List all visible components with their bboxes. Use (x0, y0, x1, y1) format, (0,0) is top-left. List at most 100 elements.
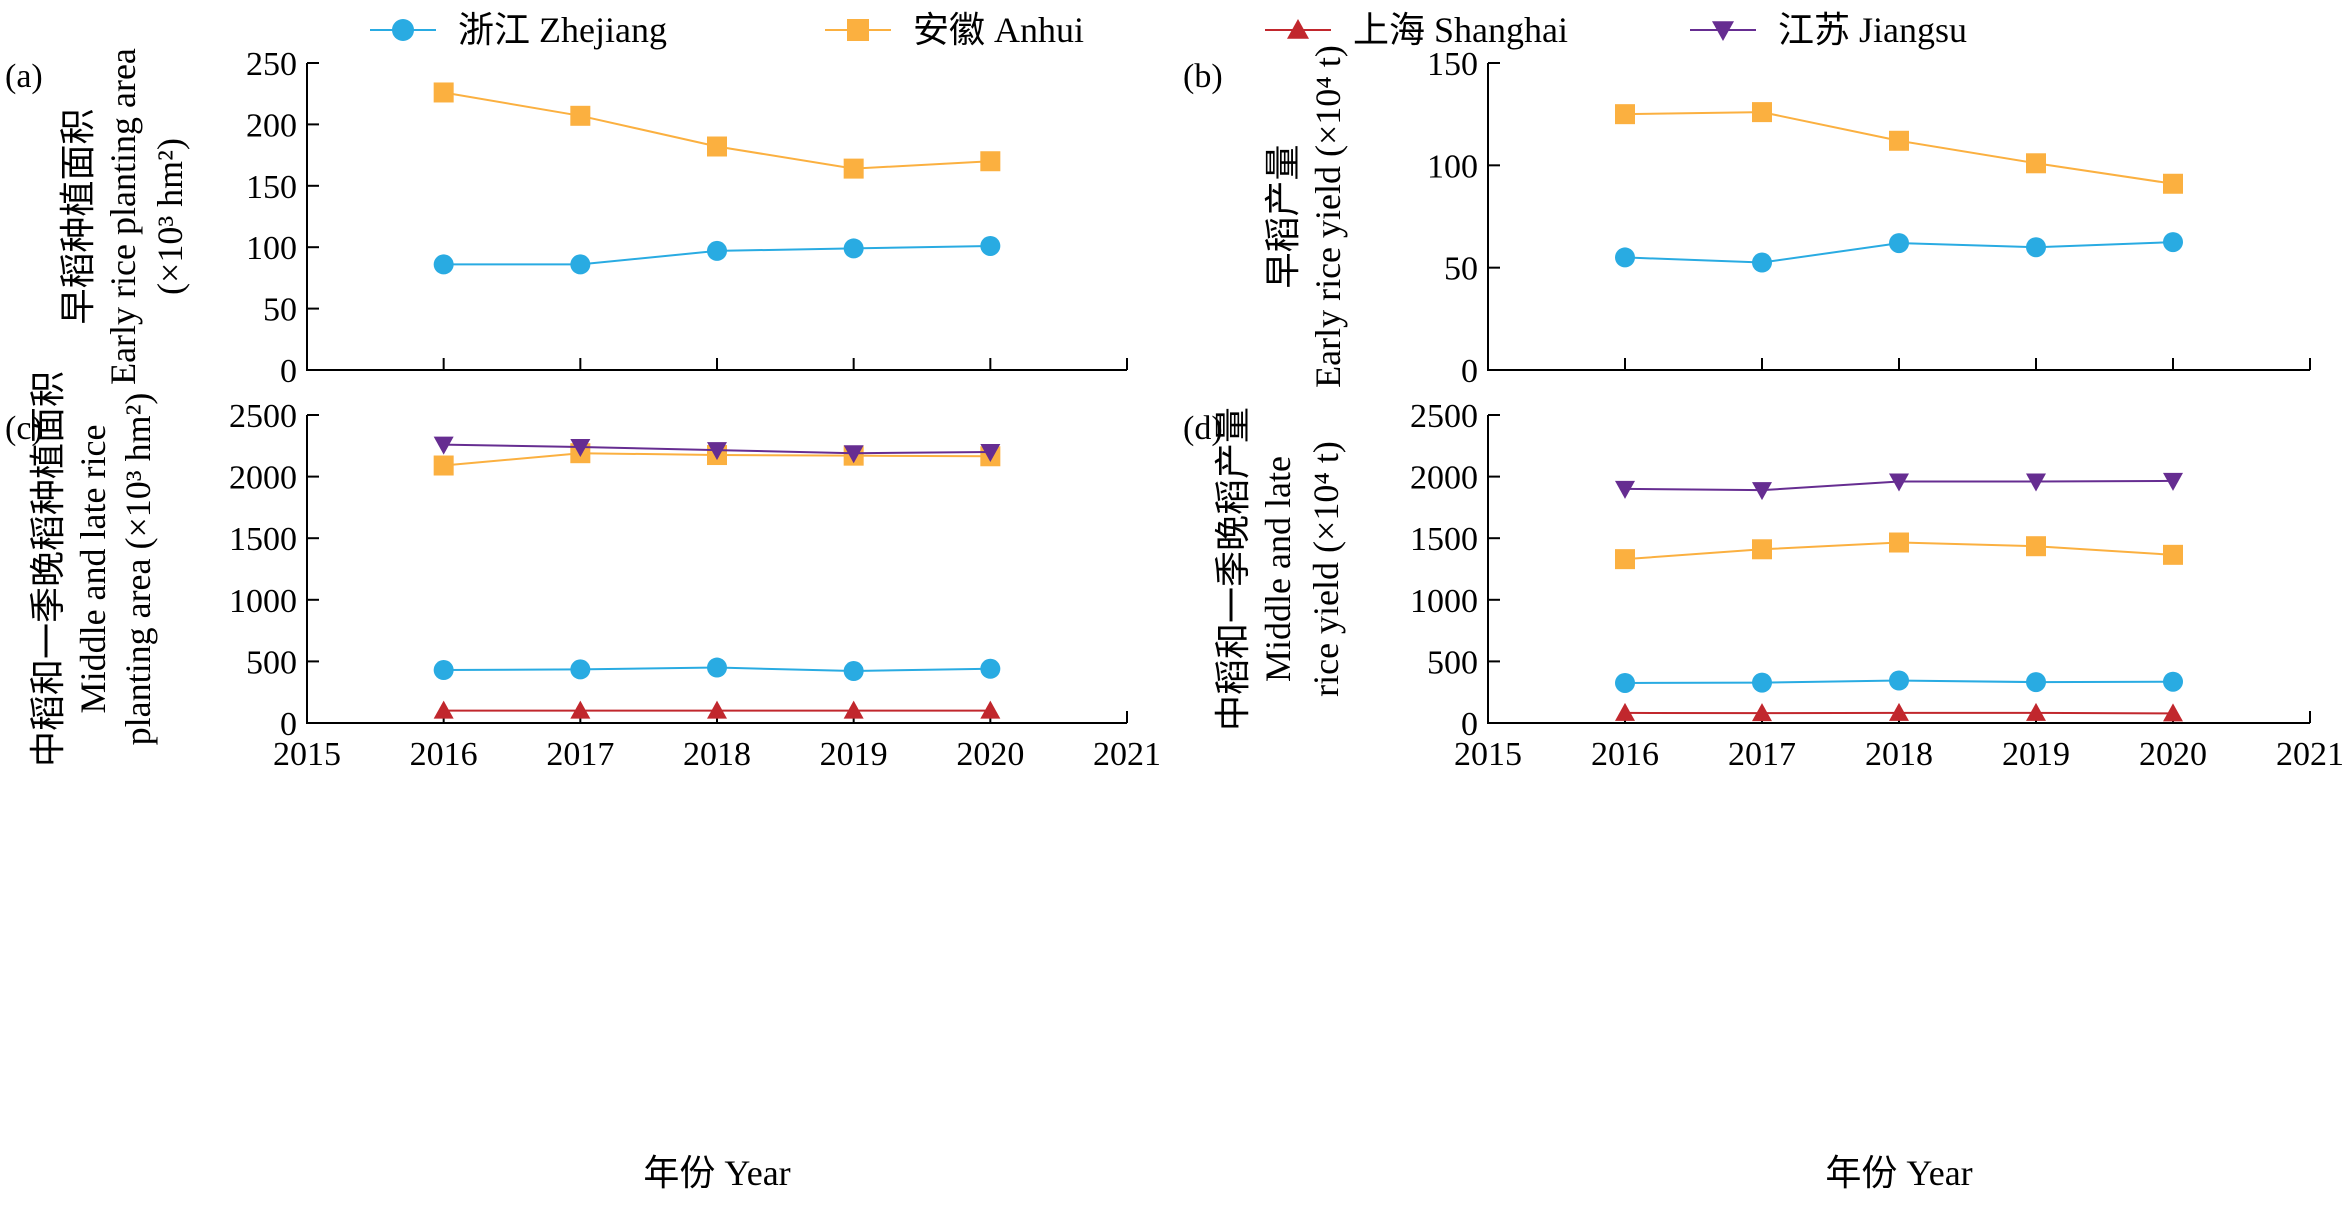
panel-d-xtick-label-2021: 2021 (2276, 736, 2342, 773)
panel-a-point-zhejiang-2020 (980, 235, 1001, 256)
panel-b-point-zhejiang-2020 (2163, 232, 2183, 253)
panel-d-point-anhui-2016 (1615, 549, 1635, 570)
panel-d-ytick-label-1500: 1500 (1410, 521, 1478, 558)
panel-a-series-line-anhui (443, 91, 991, 170)
panel-d-series-jiangsu (1615, 472, 2183, 501)
legend-marker-zhejiang (392, 19, 414, 41)
panel-c-point-shanghai-2018 (707, 700, 727, 719)
panel-c: 0 500 1000 1500 2000 2500 2015 2016 2017 2018 2019… (5, 371, 1161, 773)
panel-d-ylabel-line-2: Middle and late (1258, 456, 1298, 682)
panel-c-xtick-label-2021: 2021 (1093, 736, 1161, 773)
panel-c-series-jiangsu (433, 436, 1001, 464)
x-axis-title-left: 年份 Year (643, 1153, 790, 1193)
panel-c-point-jiangsu-2018 (707, 442, 727, 461)
panel-b-point-anhui-2020 (2163, 173, 2183, 194)
panel-d-point-jiangsu-2019 (2026, 473, 2046, 492)
panel-d-point-anhui-2018 (1889, 532, 1909, 553)
panel-a-ytick-label-200: 200 (246, 107, 297, 144)
panel-b: 0 50 100 150 (b) 早稻产量 Early rice yield (×10⁴ t… (1183, 45, 2311, 390)
panel-c-ylabel-line-3: planting area (×10³ hm²) (118, 393, 158, 746)
panel-c-point-zhejiang-2020 (980, 658, 1001, 679)
panel-c-ytick-label-0: 0 (280, 706, 297, 743)
panel-a-ytick-label-100: 100 (246, 230, 297, 267)
panel-c-xtick-label-2015: 2015 (273, 736, 341, 773)
panel-d-point-shanghai-2019 (2026, 702, 2046, 721)
panel-a-ytick-label-0: 0 (280, 353, 297, 390)
panel-d-point-zhejiang-2016 (1615, 672, 1635, 693)
legend-item-anhui: 安徽 Anhui (825, 10, 1084, 50)
panel-d-point-anhui-2020 (2163, 544, 2183, 565)
panel-c-point-zhejiang-2016 (433, 660, 454, 681)
panel-a-point-zhejiang-2017 (570, 254, 591, 275)
panel-c-point-jiangsu-2017 (570, 439, 591, 458)
panel-c-point-shanghai-2019 (843, 700, 864, 719)
panel-d-xtick-label-2017: 2017 (1728, 736, 1796, 773)
panel-b-point-zhejiang-2018 (1889, 233, 1909, 254)
panel-a-ylabel-line-1: 早稻种植面积 (58, 108, 98, 324)
panel-c-xtick-label-2019: 2019 (820, 736, 888, 773)
panel-b-series-zhejiang (1615, 232, 2183, 273)
panel-d-xtick-label-2016: 2016 (1591, 736, 1659, 773)
panel-d-ytick-label-500: 500 (1427, 644, 1478, 681)
panel-c-point-shanghai-2016 (433, 700, 454, 719)
panel-a-point-zhejiang-2016 (433, 254, 454, 275)
panel-c-xtick-label-2018: 2018 (683, 736, 751, 773)
legend: 浙江 Zhejiang 安徽 Anhui 上海 Shanghai 江苏 Jiangsu (370, 10, 1967, 50)
legend-item-zhejiang: 浙江 Zhejiang (370, 10, 667, 50)
panel-c-point-zhejiang-2017 (570, 659, 591, 680)
panel-b-ylabel-line-2: Early rice yield (×10⁴ t) (1308, 45, 1348, 388)
panel-b-ytick-label-50: 50 (1444, 251, 1478, 288)
panel-b-ytick-label-0: 0 (1461, 353, 1478, 390)
panels: 0 50 100 150 200 250 (a) 早稻种植面积 Early rice plant… (5, 45, 2342, 773)
panel-a-label: (a) (5, 58, 43, 95)
panel-d-ytick-label-1000: 1000 (1410, 583, 1478, 620)
legend-marker-shanghai (1287, 19, 1309, 39)
panel-a-axes (306, 63, 1127, 371)
panel-a-ytick-label-50: 50 (263, 292, 297, 329)
panel-b-point-anhui-2017 (1752, 102, 1772, 123)
panel-a-point-zhejiang-2018 (707, 240, 727, 261)
panel-c-ytick-label-1000: 1000 (229, 583, 297, 620)
panel-d-point-jiangsu-2016 (1615, 480, 1635, 499)
panel-a: 0 50 100 150 200 250 (a) 早稻种植面积 Early rice plant… (5, 46, 1128, 390)
panel-c-point-shanghai-2020 (980, 700, 1001, 719)
legend-item-shanghai: 上海 Shanghai (1265, 10, 1568, 50)
panel-b-point-zhejiang-2017 (1752, 252, 1772, 273)
panel-a-point-anhui-2016 (433, 82, 454, 103)
panel-b-point-anhui-2018 (1889, 130, 1909, 151)
panel-c-point-jiangsu-2019 (843, 445, 864, 464)
panel-d-xtick-label-2019: 2019 (2002, 736, 2070, 773)
panel-d-ytick-label-0: 0 (1461, 706, 1478, 743)
panel-d-xtick-label-2015: 2015 (1454, 736, 1522, 773)
panel-d-series-anhui (1615, 532, 2183, 570)
panel-a-point-anhui-2017 (570, 105, 591, 126)
panel-b-point-zhejiang-2019 (2026, 237, 2046, 258)
panel-c-point-zhejiang-2019 (843, 661, 864, 682)
panel-c-point-jiangsu-2020 (980, 443, 1001, 462)
panel-b-ytick-label-100: 100 (1427, 148, 1478, 185)
panel-c-point-shanghai-2017 (570, 700, 591, 719)
panel-b-point-anhui-2016 (1615, 104, 1635, 125)
panel-a-point-anhui-2018 (707, 136, 727, 157)
panel-c-point-zhejiang-2018 (707, 657, 727, 678)
panel-d-ylabel-line-1: 中稻和一季晚稻产量 (1213, 407, 1253, 731)
x-axis-title-right: 年份 Year (1825, 1153, 1972, 1193)
panel-b-series-anhui (1615, 102, 2183, 194)
panel-d-point-shanghai-2018 (1889, 702, 1909, 721)
panel-d-point-shanghai-2020 (2163, 703, 2183, 722)
panel-d-point-anhui-2017 (1752, 539, 1772, 560)
panel-a-ytick-label-250: 250 (246, 46, 297, 83)
panel-c-xtick-label-2017: 2017 (546, 736, 614, 773)
panel-c-label: (c) (5, 410, 43, 447)
panel-b-label: (b) (1183, 58, 1223, 95)
legend-label-anhui: 安徽 Anhui (913, 10, 1084, 50)
panel-c-ytick-label-1500: 1500 (229, 521, 297, 558)
panel-d-xtick-label-2018: 2018 (1865, 736, 1933, 773)
panel-a-series-zhejiang (433, 235, 1001, 275)
panel-a-ylabel-line-2: Early rice planting area (103, 48, 143, 385)
legend-marker-jiangsu (1712, 21, 1734, 41)
panel-c-series-zhejiang (433, 657, 1001, 682)
panel-c-ytick-label-500: 500 (246, 644, 297, 681)
panel-d-point-shanghai-2016 (1615, 702, 1635, 721)
